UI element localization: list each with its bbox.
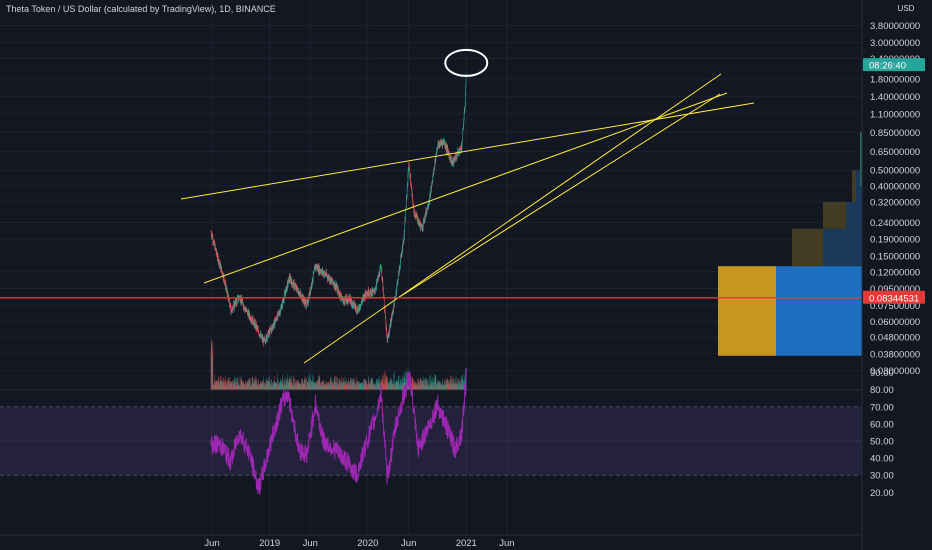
rsi-line — [210, 368, 467, 495]
rsi-tick-label: 60.00 — [870, 419, 894, 430]
vp-blue-3 — [856, 170, 862, 202]
price-tick-label: 0.12000000 — [870, 267, 920, 278]
volume-profile — [718, 132, 862, 356]
trendline-3[interactable] — [400, 93, 721, 297]
rsi-tick-label: 20.00 — [870, 488, 894, 499]
price-tick-label: 0.50000000 — [870, 166, 920, 177]
price-tick-label: 0.32000000 — [870, 197, 920, 208]
time-tick-label: Jun — [401, 538, 416, 549]
vp-thin-top — [860, 132, 862, 187]
rsi-tick-label: 40.00 — [870, 454, 894, 465]
highlight-circle[interactable] — [444, 48, 489, 77]
countdown-text: 08:26:40 — [869, 61, 906, 72]
time-tick-label: Jun — [303, 538, 318, 549]
trendline-0[interactable] — [180, 102, 755, 200]
price-tick-label: 1.80000000 — [870, 74, 920, 85]
price-tick-label: 0.07500000 — [870, 301, 920, 312]
vp-blue-1 — [823, 228, 862, 267]
vp-gold-0 — [718, 266, 776, 356]
vp-blue-0 — [776, 266, 862, 356]
price-tick-label: 0.15000000 — [870, 251, 920, 262]
rsi-tick-label: 30.00 — [870, 471, 894, 482]
price-tick-label: 1.10000000 — [870, 109, 920, 120]
time-tick-label: 2021 — [456, 538, 477, 549]
price-tick-label: 0.65000000 — [870, 147, 920, 158]
rsi-tick-label: 90.00 — [870, 368, 894, 379]
countdown-tag — [863, 58, 925, 72]
trendline-2[interactable] — [303, 73, 722, 364]
time-tick-label: 2019 — [259, 538, 280, 549]
price-tick-label: 0.24000000 — [870, 218, 920, 229]
currency-label: USD — [898, 4, 915, 13]
price-tick-label: 0.09500000 — [870, 284, 920, 295]
rsi-pane — [0, 368, 932, 495]
vp-gold-2 — [823, 201, 846, 229]
vp-blue-2 — [846, 201, 862, 229]
price-tick-label: 0.19000000 — [870, 235, 920, 246]
time-tick-label: Jun — [204, 538, 219, 549]
rsi-tick-label: 70.00 — [870, 402, 894, 413]
rsi-tick-label: 50.00 — [870, 437, 894, 448]
chart-title: Theta Token / US Dollar (calculated by T… — [6, 4, 276, 14]
price-tick-label: 0.85000000 — [870, 128, 920, 139]
price-tick-label: 0.03800000 — [870, 349, 920, 360]
trendline-1[interactable] — [203, 92, 728, 284]
time-tick-label: 2020 — [357, 538, 378, 549]
price-axis-bg — [862, 0, 932, 550]
vp-gold-3 — [852, 170, 856, 202]
price-tick-label: 0.40000000 — [870, 182, 920, 193]
price-tag-text: 0.08344531 — [869, 293, 919, 304]
volume-bars — [210, 339, 467, 390]
vp-gold-1 — [792, 228, 823, 267]
price-tag — [863, 290, 925, 304]
drawings[interactable] — [0, 48, 862, 364]
price-tick-label: 1.40000000 — [870, 92, 920, 103]
price-tick-label: 0.04800000 — [870, 333, 920, 344]
price-tick-label: 0.06000000 — [870, 317, 920, 328]
time-tick-label: Jun — [499, 538, 514, 549]
price-tick-label: 3.00000000 — [870, 38, 920, 49]
price-tick-label: 0.03000000 — [870, 366, 920, 377]
rsi-tick-label: 80.00 — [870, 385, 894, 396]
price-tick-label: 3.80000000 — [870, 21, 920, 32]
